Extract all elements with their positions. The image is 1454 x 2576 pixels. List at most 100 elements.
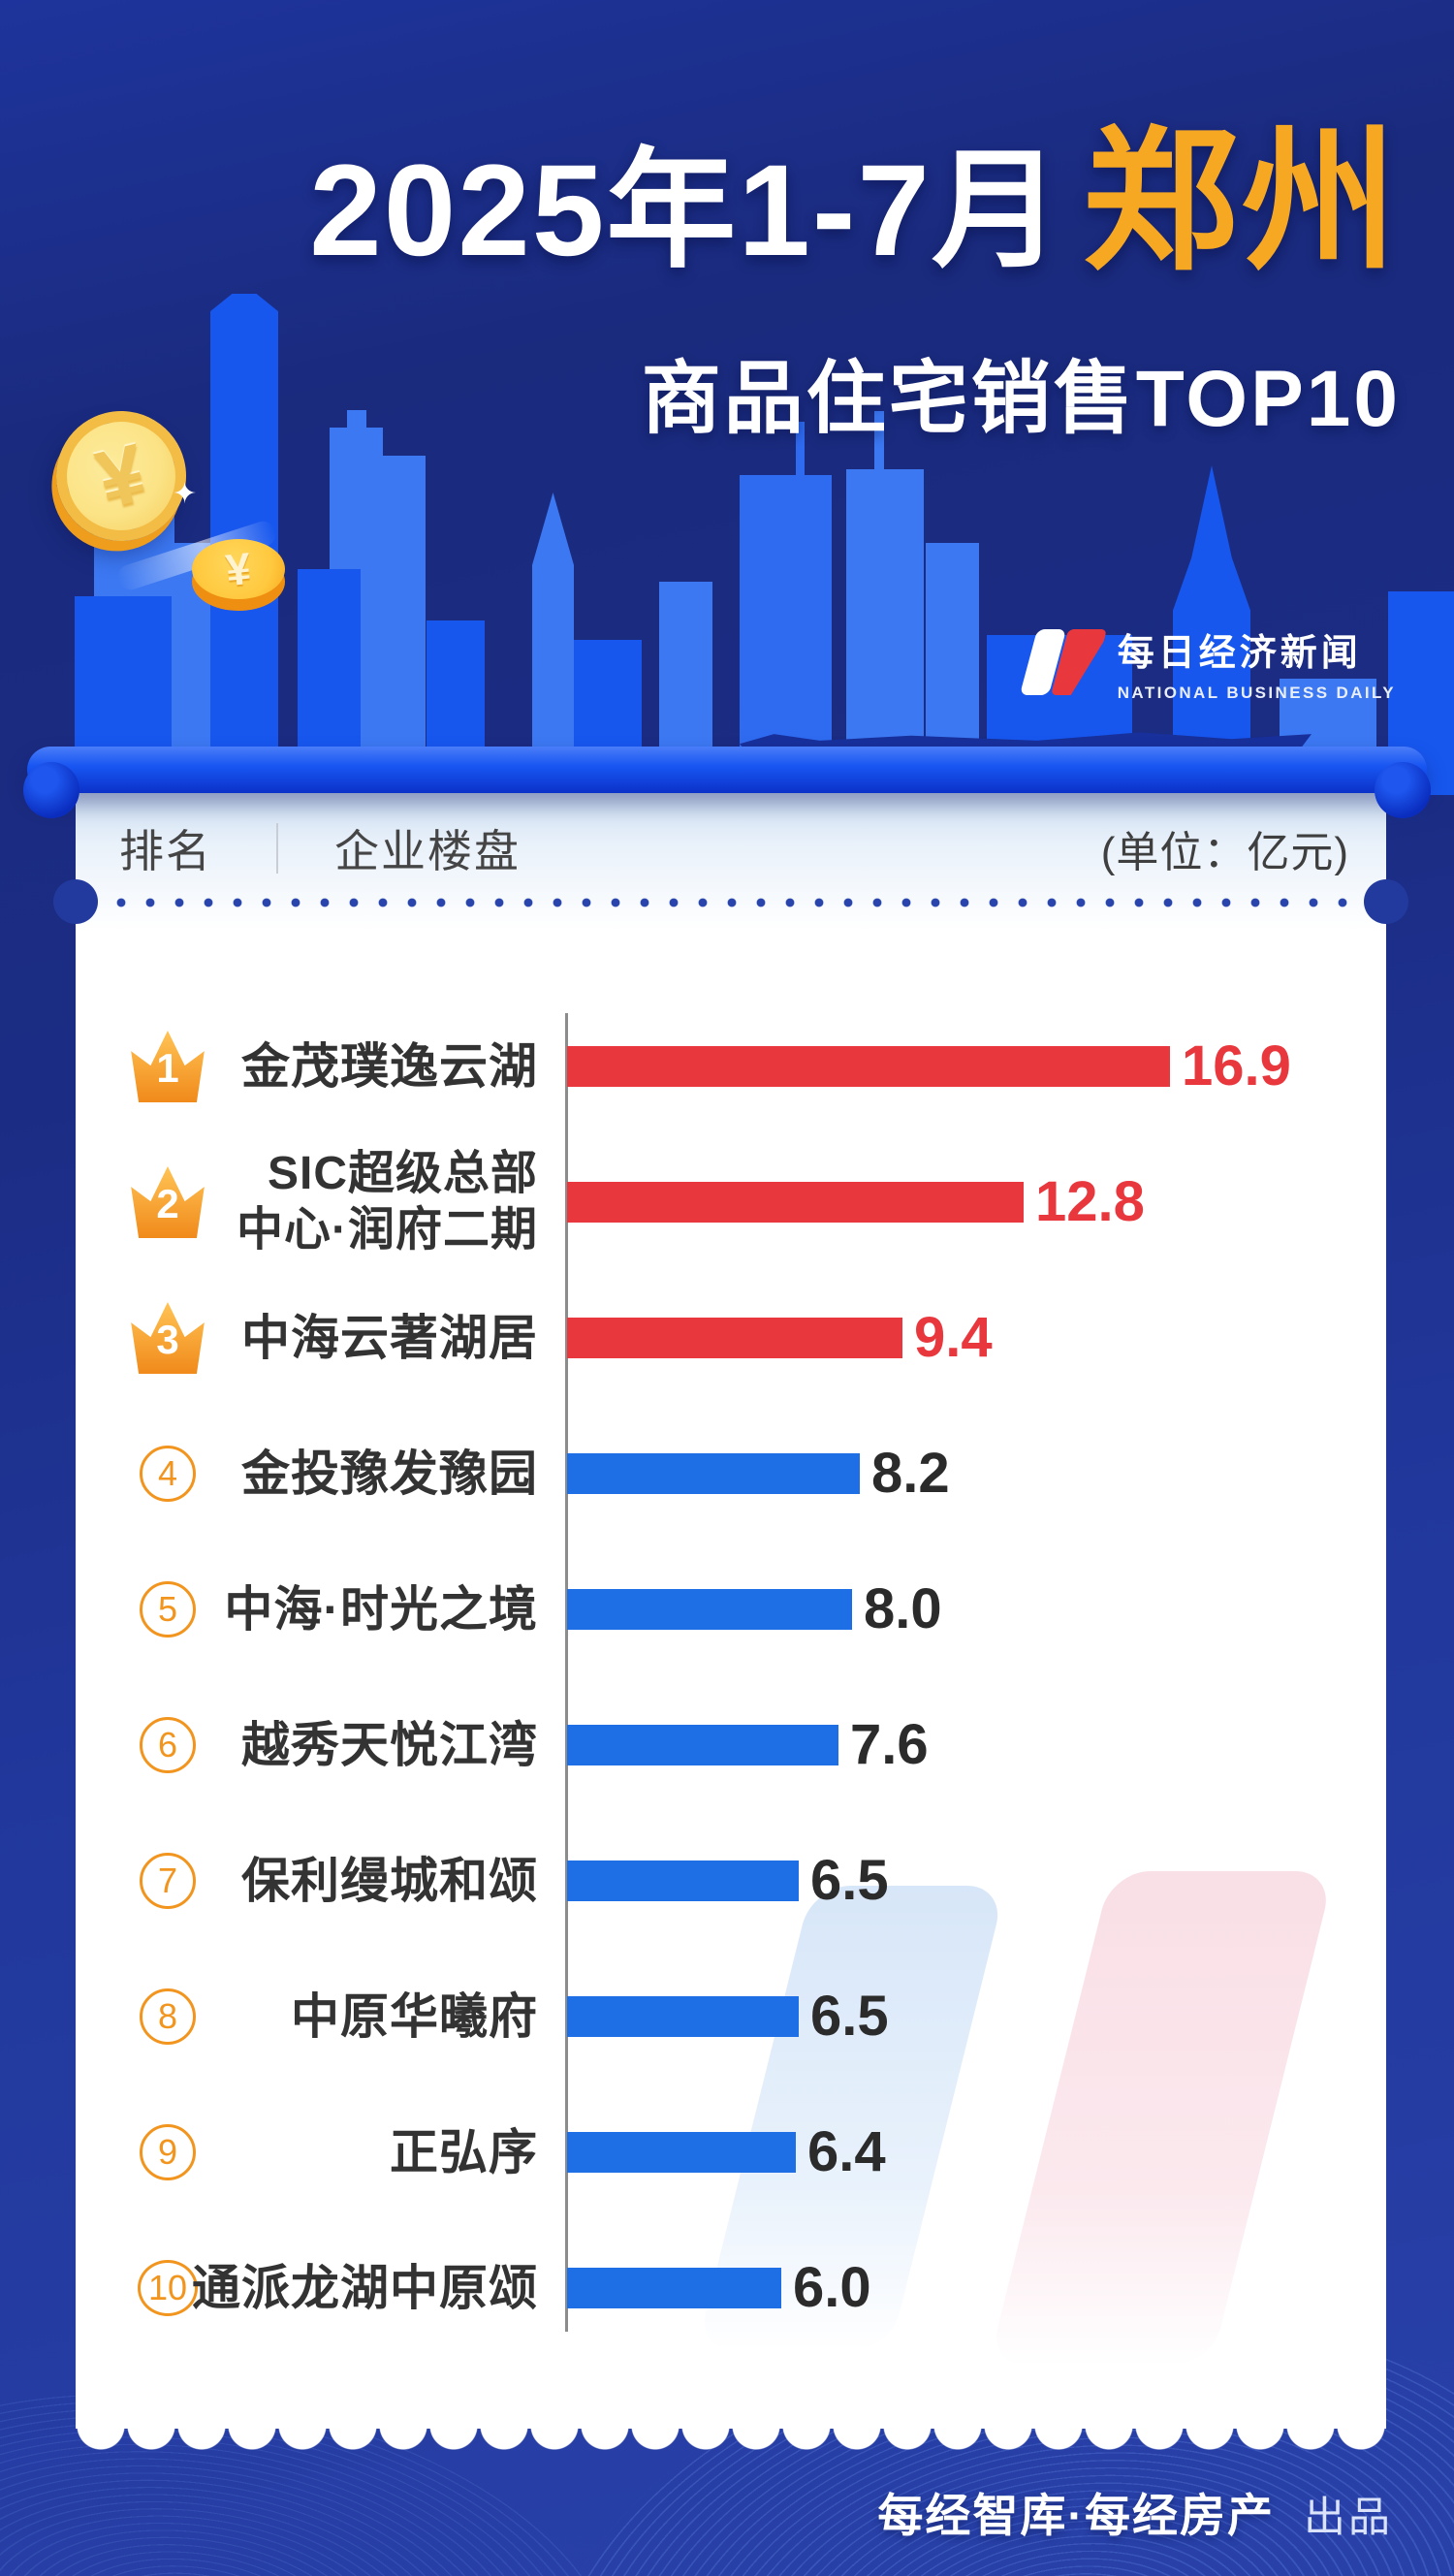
title-city: 郑州 [1082,114,1401,288]
title-subtitle: 商品住宅销售TOP10 [641,355,1401,443]
rank-badge-6: 6 [100,1677,236,1813]
project-name: 越秀天悦江湾 [76,1677,538,1813]
table-row: 9 正弘序 6.4 [76,2084,1386,2220]
sales-bar [567,1860,799,1901]
project-name-line1: SIC超级总部 [267,1148,538,1200]
title-line1: 2025年1-7月 郑州 [309,76,1401,301]
project-name: 中海云著湖居 [76,1270,538,1406]
project-name: 中原华曦府 [76,1949,538,2084]
project-name-line1: 通派龙湖中原颂 [192,2261,538,2315]
project-name-line1: 金投豫发豫园 [241,1447,538,1501]
bar-track: 9.4 [567,1310,993,1366]
sales-value: 6.4 [807,2120,886,2183]
project-name: 金茂璞逸云湖 [76,999,538,1134]
rank-number: 3 [156,1317,179,1362]
ranking-card: 排名 企业楼盘 (单位：亿元) 1 金茂璞逸云湖 [53,776,1408,2458]
project-name-line2: 中心·润府二期 [237,1204,538,1256]
yen-symbol: ¥ [87,426,154,525]
sales-value: 6.5 [810,1849,889,1912]
crown-icon: 2 [125,1160,210,1245]
rank-badge-4: 4 [100,1406,236,1542]
bar-track: 6.5 [567,1988,889,2045]
dotted-separator [116,898,1347,907]
sales-value: 8.0 [864,1577,942,1640]
project-name: 金投豫发豫园 [76,1406,538,1542]
logo-name-en: NATIONAL BUSINESS DAILY [1117,684,1396,702]
header-rank: 排名 [119,826,212,876]
project-name-line1: 越秀天悦江湾 [241,1718,538,1772]
rank-badge-10: 10 [100,2220,236,2356]
scroll-rod [23,747,1431,818]
sales-value: 6.0 [793,2256,871,2319]
ticket-scallop-edge [76,2429,1386,2458]
project-name-line1: 中原华曦府 [291,1989,538,2044]
bar-track: 6.5 [567,1849,889,1912]
rank-badge-3: 3 [100,1270,236,1406]
sales-bar [567,1046,1170,1087]
ticket-notch-right [1364,879,1408,924]
bar-track: 8.2 [567,1446,950,1502]
building [381,456,426,795]
ranking-rows: 1 金茂璞逸云湖 16.9 2 [76,999,1386,2356]
footer-producer: 每经智库·每经房产 [877,2490,1275,2541]
card-clip: 排名 企业楼盘 (单位：亿元) 1 金茂璞逸云湖 [76,776,1386,2429]
rank-badge-1: 1 [100,999,236,1134]
city-skyline [0,0,1454,805]
table-row: 1 金茂璞逸云湖 16.9 [76,999,1386,1134]
building [532,493,574,795]
bar-track: 8.0 [567,1577,942,1640]
logo-text: 每日经济新闻 NATIONAL BUSINESS DAILY [1118,622,1396,703]
header-unit: (单位：亿元) [1100,829,1349,876]
bar-track: 6.0 [567,2256,871,2319]
project-name-line1: 保利缦城和颂 [241,1854,538,1908]
sales-bar [567,1725,838,1765]
building-antenna [874,411,884,471]
header-name: 企业楼盘 [334,826,521,876]
project-name-line1: 中海·时光之境 [224,1582,538,1637]
bar-track: 16.9 [567,1034,1291,1097]
sparkle-icon: ✦ [173,478,198,510]
sales-bar [567,1453,860,1494]
crown-icon: 1 [125,1024,210,1109]
project-name: 中海·时光之境 [76,1542,538,1677]
title-block: 2025年1-7月 郑州 商品住宅销售TOP10 [309,76,1401,449]
rank-badge-9: 9 [100,2084,236,2220]
sales-value: 7.6 [850,1713,929,1776]
yuan-coin-small-icon: ¥ [192,539,285,611]
rank-number: 1 [156,1045,179,1091]
rank-circle: 4 [140,1446,196,1502]
building-antenna [796,422,805,478]
sales-bar [567,2268,781,2308]
project-name: 保利缦城和颂 [76,1813,538,1949]
table-row: 6 越秀天悦江湾 7.6 [76,1677,1386,1813]
table-row: 8 中原华曦府 6.5 [76,1949,1386,2084]
rank-badge-8: 8 [100,1949,236,2084]
nbd-logo: 每日经济新闻 NATIONAL BUSINESS DAILY [1019,622,1396,703]
rank-circle: 5 [140,1581,196,1638]
project-name-line1: 正弘序 [390,2125,538,2179]
bar-track: 12.8 [567,1174,1145,1230]
project-name-line1: 金茂璞逸云湖 [241,1039,538,1094]
building-antenna [347,410,366,429]
sales-value: 16.9 [1182,1034,1291,1097]
footer-suffix: 出品 [1304,2495,1393,2541]
rank-circle: 6 [140,1717,196,1773]
table-row: 2 SIC超级总部 中心·润府二期 12.8 [76,1134,1386,1270]
rank-circle: 8 [140,1988,196,2045]
yen-symbol: ¥ [223,542,254,596]
rank-circle: 10 [137,2260,199,2316]
sales-bar [567,1589,852,1630]
table-row: 3 中海云著湖居 9.4 [76,1270,1386,1406]
ticket-notch-left [53,879,98,924]
rank-circle: 7 [140,1853,196,1909]
project-name: SIC超级总部 中心·润府二期 [76,1134,538,1270]
rank-badge-5: 5 [100,1542,236,1677]
nbd-logo-mark-icon [1019,625,1102,701]
bar-track: 7.6 [567,1713,929,1776]
project-name-line1: 中海云著湖居 [241,1311,538,1365]
footer: 每经智库·每经房产 出品 [877,2478,1393,2545]
table-row: 5 中海·时光之境 8.0 [76,1542,1386,1677]
table-row: 7 保利缦城和颂 6.5 [76,1813,1386,1949]
chart-axis-line [565,1013,568,2332]
